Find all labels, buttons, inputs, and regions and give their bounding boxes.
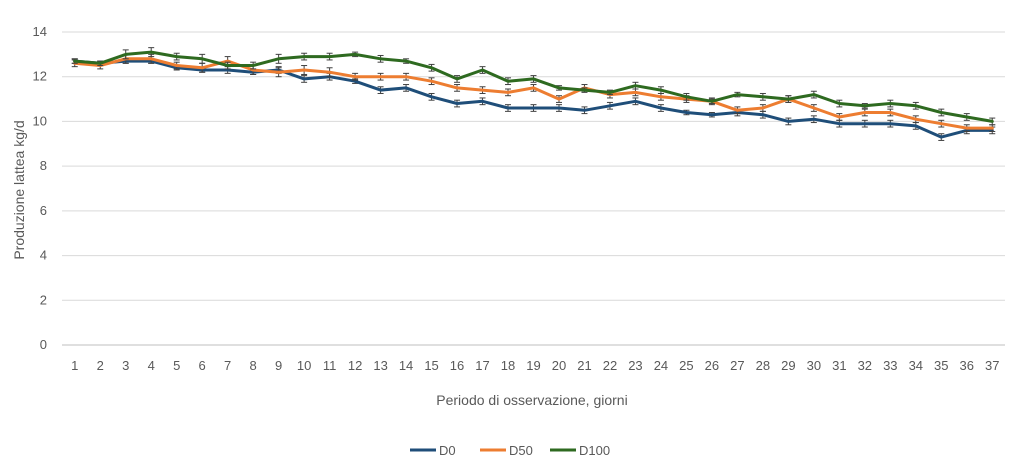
x-tick-label: 2: [97, 358, 104, 373]
x-tick-label: 13: [373, 358, 387, 373]
x-tick-label: 7: [224, 358, 231, 373]
x-tick-label: 11: [323, 358, 337, 373]
x-tick-label: 4: [148, 358, 155, 373]
legend-item-d100: D100: [550, 443, 610, 458]
x-tick-label: 29: [781, 358, 795, 373]
x-tick-label: 23: [628, 358, 642, 373]
series-d100: [71, 47, 996, 126]
x-tick-label: 12: [348, 358, 362, 373]
x-tick-label: 35: [934, 358, 948, 373]
y-tick-label: 12: [33, 69, 47, 84]
x-tick-label: 6: [199, 358, 206, 373]
x-tick-label: 33: [883, 358, 897, 373]
x-tick-label: 3: [122, 358, 129, 373]
x-tick-label: 18: [501, 358, 515, 373]
series-line: [73, 57, 994, 130]
y-tick-label: 2: [40, 292, 47, 307]
x-tick-label: 36: [960, 358, 974, 373]
x-tick-label: 8: [250, 358, 257, 373]
x-tick-label: 14: [399, 358, 413, 373]
y-axis-ticks: 0 2 4 6 8 10 12 14: [33, 24, 47, 352]
x-tick-label: 15: [424, 358, 438, 373]
series-d50: [71, 53, 996, 132]
x-tick-label: 32: [858, 358, 872, 373]
y-tick-label: 10: [33, 113, 47, 128]
x-tick-label: 24: [654, 358, 668, 373]
x-tick-label: 25: [679, 358, 693, 373]
legend-label: D50: [509, 443, 533, 458]
x-axis-title: Periodo di osservazione, giorni: [436, 392, 627, 408]
y-tick-label: 0: [40, 337, 47, 352]
series-line: [73, 59, 994, 139]
x-tick-label: 26: [705, 358, 719, 373]
series-layer: [71, 47, 996, 141]
series-d0: [71, 58, 996, 141]
x-tick-label: 37: [985, 358, 999, 373]
y-tick-label: 4: [40, 248, 47, 263]
x-tick-label: 34: [909, 358, 923, 373]
legend-item-d0: D0: [410, 443, 456, 458]
x-tick-label: 19: [526, 358, 540, 373]
x-tick-label: 1: [71, 358, 78, 373]
gridlines: [62, 31, 1005, 346]
y-axis-title: Produzione lattea kg/d: [11, 120, 27, 259]
x-tick-label: 31: [832, 358, 846, 373]
x-tick-label: 27: [730, 358, 744, 373]
legend: D0 D50 D100: [410, 443, 610, 458]
y-tick-label: 14: [33, 24, 47, 39]
legend-label: D100: [579, 443, 610, 458]
y-tick-label: 6: [40, 203, 47, 218]
y-tick-label: 8: [40, 158, 47, 173]
x-axis-ticks: 1 2 3 4 5 6 7 8 9 10 11 12 13 14 15 16 17 18 19 20 21 22 23 24 2…: [71, 358, 999, 373]
x-tick-label: 21: [577, 358, 591, 373]
x-tick-label: 30: [807, 358, 821, 373]
x-tick-label: 16: [450, 358, 464, 373]
x-tick-label: 17: [475, 358, 489, 373]
x-tick-label: 28: [756, 358, 770, 373]
series-line: [73, 50, 994, 123]
x-tick-label: 5: [173, 358, 180, 373]
x-tick-label: 9: [275, 358, 282, 373]
x-tick-label: 22: [603, 358, 617, 373]
legend-item-d50: D50: [480, 443, 533, 458]
x-tick-label: 20: [552, 358, 566, 373]
legend-label: D0: [439, 443, 456, 458]
x-tick-label: 10: [297, 358, 311, 373]
